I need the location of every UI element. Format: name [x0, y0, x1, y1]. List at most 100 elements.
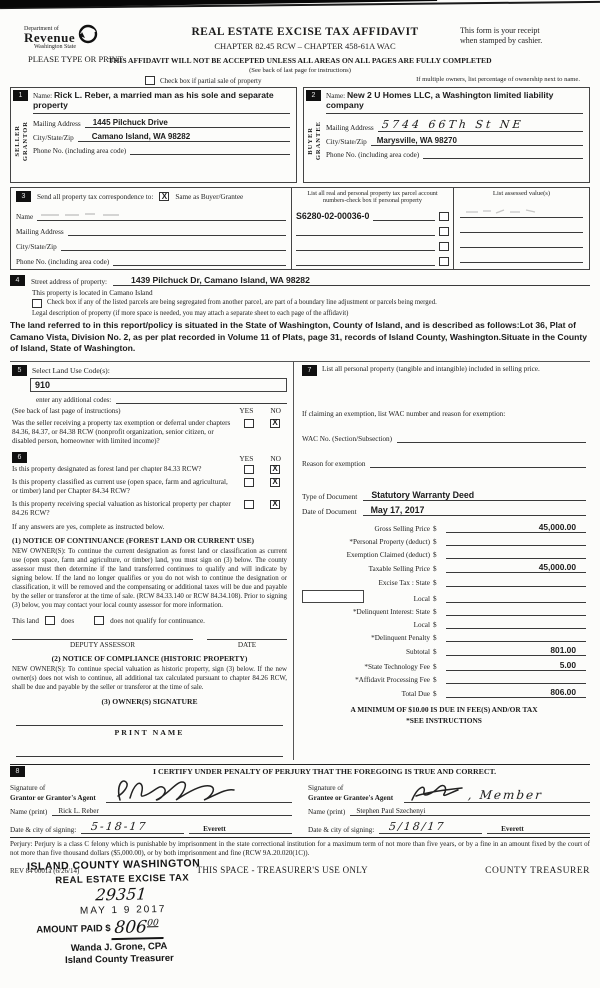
- no-header: NO: [270, 453, 281, 463]
- personal-deduct-field[interactable]: [446, 536, 586, 546]
- buyer-section: 2 BUYER GRANTEE Name: New 2 U Homes LLC,…: [303, 87, 590, 183]
- this-land-label: This land: [12, 616, 39, 625]
- gross-price-field[interactable]: 45,000.00: [446, 522, 586, 533]
- land-does-checkbox[interactable]: [44, 615, 55, 625]
- grantor-city-field[interactable]: Everett: [189, 825, 292, 834]
- grantee-name-print-field[interactable]: Stephen Paul Szechenyi: [350, 807, 590, 816]
- corr-phone-field[interactable]: [113, 257, 286, 266]
- excise-local-field[interactable]: [446, 593, 586, 603]
- street-address-label: Street address of property:: [31, 278, 108, 286]
- deputy-assessor-line[interactable]: DEPUTY ASSESSOR: [12, 638, 193, 649]
- buyer-mailing-label: Mailing Address: [326, 124, 374, 132]
- doc-type-field[interactable]: Statutory Warranty Deed: [363, 490, 586, 501]
- does-label: does: [60, 616, 75, 625]
- grantor-signature-line[interactable]: [106, 779, 292, 803]
- subtotal-field[interactable]: 801.00: [446, 645, 586, 657]
- assessor-date-line[interactable]: DATE: [207, 638, 287, 649]
- grantee-signature: [411, 784, 463, 801]
- q-current-use-no-checkbox[interactable]: X: [270, 477, 280, 487]
- excise-state-field[interactable]: [446, 577, 586, 587]
- reason-field[interactable]: [370, 459, 586, 468]
- seller-phone-field[interactable]: [130, 146, 290, 155]
- parcel-personal-checkbox-2[interactable]: [439, 226, 449, 236]
- no-header: NO: [270, 405, 281, 415]
- seller-csz-label: City/State/Zip: [33, 134, 74, 142]
- same-as-buyer-checkbox[interactable]: X: [159, 192, 170, 201]
- seller-mailing-field[interactable]: 1445 Pilchuck Drive: [84, 118, 290, 128]
- parcel-personal-checkbox-4[interactable]: [439, 256, 449, 266]
- q-forest-no-checkbox[interactable]: X: [270, 464, 280, 474]
- q-historical-yes-checkbox[interactable]: [244, 499, 254, 509]
- classification-section: 6 YES NO Is this property designated as f…: [12, 451, 287, 757]
- taxable-price-field[interactable]: 45,000.00: [446, 562, 586, 574]
- assessed-value-field-1[interactable]: [460, 207, 583, 218]
- state-tech-fee-label: *State Technology Fee: [364, 662, 430, 671]
- buyer-name-value: New 2 U Homes LLC, a Washington limited …: [326, 90, 554, 111]
- doc-date-field[interactable]: May 17, 2017: [362, 505, 586, 516]
- land-does-not-checkbox[interactable]: [94, 615, 105, 625]
- parcel-numbers-box: List all real and personal property tax …: [292, 187, 454, 270]
- print-name-line[interactable]: [16, 749, 283, 757]
- section-8-badge: 8: [10, 765, 25, 777]
- parcel-personal-checkbox-1[interactable]: [439, 211, 449, 221]
- parcel-header: List all real and personal property tax …: [307, 190, 438, 205]
- stamp-amount-paid-label: AMOUNT PAID $: [36, 923, 111, 936]
- grantor-date-field[interactable]: 5-18-17: [81, 820, 185, 834]
- yes-header: YES: [239, 405, 254, 415]
- delinquent-interest-local-field[interactable]: [446, 619, 586, 630]
- street-address-field[interactable]: 1439 Pilchuck Dr, Camano Island, WA 9828…: [113, 275, 590, 286]
- exemption-deduct-field[interactable]: [446, 549, 586, 560]
- excise-state-label: Excise Tax : State: [378, 578, 430, 587]
- grantor-name-print-label: Name (print): [10, 807, 48, 816]
- corr-csz-field[interactable]: [60, 242, 286, 251]
- seller-csz-field[interactable]: Camano Island, WA 98282: [77, 132, 290, 142]
- dept-of-label: Department of: [24, 26, 59, 32]
- wac-field[interactable]: [397, 434, 586, 443]
- q-forest-yes-checkbox[interactable]: [244, 464, 254, 474]
- q-historical-no-checkbox[interactable]: X: [270, 499, 280, 509]
- q-exemption-no-checkbox[interactable]: X: [270, 418, 280, 428]
- forest-land-question: Is this property designated as forest la…: [12, 464, 202, 473]
- same-as-buyer-label: Same as Buyer/Grantee: [175, 192, 244, 201]
- grantor-name-print-field[interactable]: Rick L. Reber: [52, 807, 292, 816]
- additional-codes-field[interactable]: [116, 395, 287, 404]
- seller-phone-label: Phone No. (including area code): [33, 147, 127, 155]
- grantee-date-city-label: Date & city of signing:: [308, 825, 375, 834]
- buyer-csz-field[interactable]: Marysville, WA 98270: [370, 136, 583, 146]
- grantee-signature-block: Signature of Grantee or Grantee's Agent ,…: [308, 779, 590, 834]
- buyer-mailing-field[interactable]: 5744 66Th St NE: [377, 118, 583, 132]
- partial-sale-checkbox[interactable]: [145, 76, 155, 85]
- seller-name-value: Rick L. Reber, a married man as his sole…: [33, 90, 274, 111]
- corr-mailing-field[interactable]: [67, 227, 286, 236]
- q-exemption-yes-checkbox[interactable]: [244, 418, 254, 428]
- delinquent-penalty-field[interactable]: [446, 632, 586, 643]
- section-7-badge: 7: [302, 364, 317, 376]
- assessed-value-field-4[interactable]: [460, 254, 583, 263]
- segregated-checkbox[interactable]: [32, 299, 42, 308]
- seller-grantor-side-label: SELLER GRANTOR: [13, 120, 29, 162]
- delinquent-interest-local-label: Local: [413, 621, 430, 630]
- section-6-badge: 6: [12, 451, 27, 463]
- buyer-phone-field[interactable]: [423, 150, 583, 159]
- form-title: REAL ESTATE EXCISE TAX AFFIDAVIT: [191, 26, 419, 38]
- owners-signature-line[interactable]: [16, 718, 283, 726]
- assessed-value-field-2[interactable]: [460, 224, 583, 233]
- land-use-code-field[interactable]: 910: [30, 377, 287, 392]
- q-current-use-yes-checkbox[interactable]: [244, 477, 254, 487]
- grantee-city-field[interactable]: Everett: [487, 825, 590, 834]
- parcel-personal-checkbox-3[interactable]: [439, 241, 449, 251]
- faint-handwriting: [41, 213, 120, 216]
- local-rate-box[interactable]: [302, 589, 364, 603]
- affidavit-fee-field[interactable]: [446, 674, 586, 684]
- total-due-field[interactable]: 806.00: [446, 687, 586, 699]
- county-treasurer-label: COUNTY TREASURER: [485, 865, 590, 876]
- grantee-date-field[interactable]: 5/18/17: [379, 820, 483, 834]
- corr-name-field[interactable]: [37, 210, 286, 221]
- delinquent-interest-state-field[interactable]: [446, 606, 586, 616]
- grantee-signature-line[interactable]: , Member: [404, 779, 590, 803]
- assessed-value-field-3[interactable]: [460, 239, 583, 248]
- state-tech-fee-field[interactable]: 5.00: [446, 660, 586, 671]
- section-4-badge: 4: [10, 275, 25, 286]
- if-yes-note: If any answers are yes, complete as inst…: [12, 522, 165, 531]
